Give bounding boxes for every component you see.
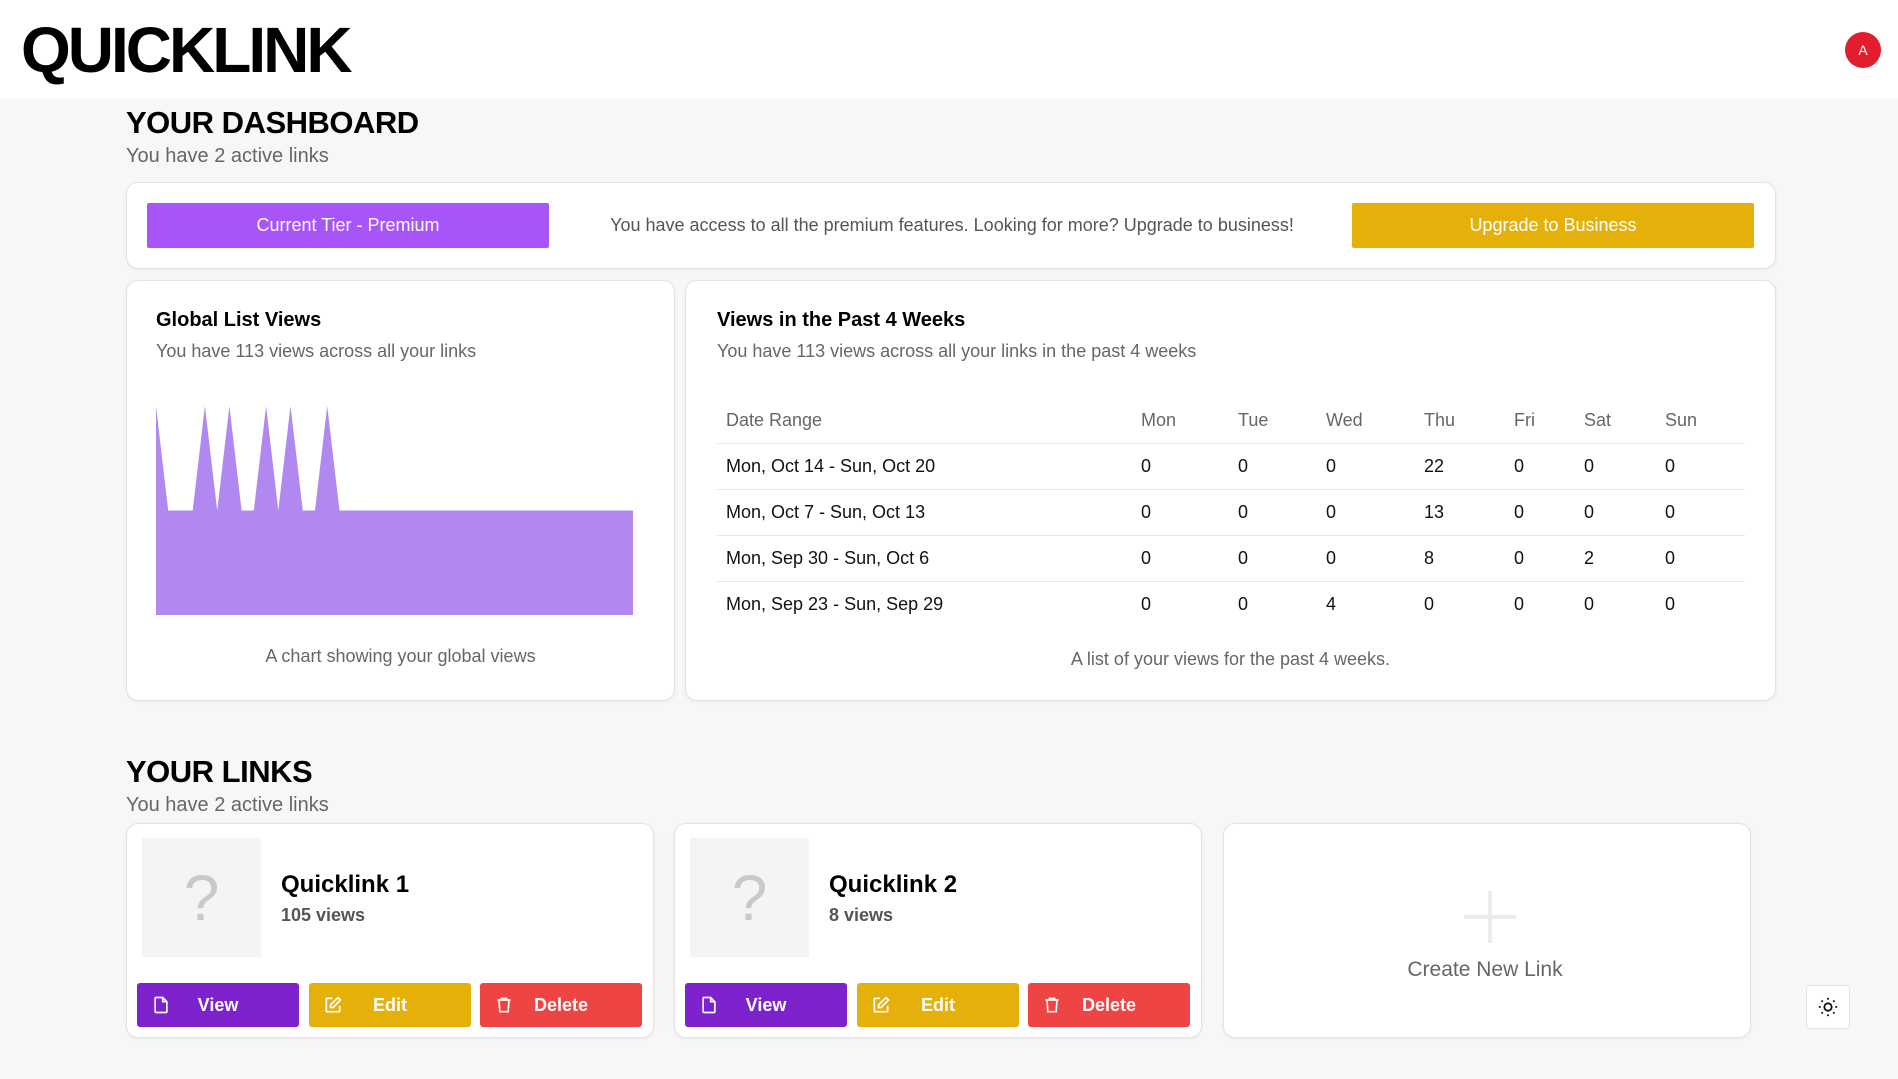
user-avatar[interactable]: A [1845, 32, 1881, 68]
edit-icon [325, 996, 342, 1013]
table-cell: 22 [1415, 443, 1505, 490]
table-cell: 0 [1505, 489, 1575, 536]
edit-label: Edit [921, 994, 955, 1015]
dashboard-subtitle: You have 2 active links [126, 145, 329, 167]
table-cell: 0 [1656, 535, 1745, 582]
file-icon [702, 996, 716, 1014]
table-cell: 13 [1415, 489, 1505, 536]
table-cell: 0 [1575, 489, 1656, 536]
link-name: Quicklink 1 [281, 871, 410, 898]
table-cell: 0 [1132, 489, 1229, 536]
global-views-caption: A chart showing your global views [265, 646, 536, 666]
table-cell: 0 [1317, 535, 1415, 582]
global-views-chart [156, 406, 633, 615]
global-views-title: Global List Views [156, 309, 322, 331]
edit-link-button[interactable]: Edit [857, 983, 1019, 1027]
trash-icon [1045, 997, 1059, 1013]
column-header: Sat [1575, 399, 1656, 444]
upgrade-business-button[interactable]: Upgrade to Business [1352, 203, 1754, 248]
table-cell: 0 [1141, 593, 1152, 614]
table-cell: 0 [1665, 593, 1676, 614]
theme-toggle-button[interactable] [1806, 985, 1850, 1029]
table-cell: 0 [1317, 443, 1415, 490]
links-subtitle: You have 2 active links [126, 794, 329, 816]
column-header: Mon [1132, 399, 1229, 444]
table-row: Mon, Sep 30 - Sun, Oct 6 0 0 0 8 0 2 0 [717, 535, 1745, 582]
table-cell: 4 [1326, 593, 1337, 614]
tier-message: You have access to all the premium featu… [610, 215, 1294, 235]
app-logo[interactable]: QUICKLINK [21, 14, 353, 86]
table-cell: Mon, Oct 14 - Sun, Oct 20 [717, 443, 1132, 490]
table-cell: Mon, Oct 7 - Sun, Oct 13 [717, 489, 1132, 536]
edit-link-button[interactable]: Edit [309, 983, 471, 1027]
table-cell: 0 [1229, 535, 1317, 582]
links-title: YOUR LINKS [126, 754, 313, 789]
table-cell: 0 [1132, 535, 1229, 582]
delete-link-button[interactable]: Delete [480, 983, 642, 1027]
views-area [156, 406, 633, 615]
table-cell: 0 [1229, 489, 1317, 536]
table-cell: 0 [1424, 593, 1435, 614]
column-header: Sun [1656, 399, 1745, 444]
create-new-link-label: Create New Link [1407, 958, 1563, 981]
weekly-views-title: Views in the Past 4 Weeks [717, 309, 966, 331]
table-header-row: Date Range Mon Tue Wed Thu Fri Sat Sun [717, 399, 1745, 444]
table-cell: 0 [1656, 443, 1745, 490]
view-link-button[interactable]: View [137, 983, 299, 1027]
column-header: Tue [1229, 399, 1317, 444]
column-header: Wed [1317, 399, 1415, 444]
edit-icon [873, 996, 890, 1013]
table-cell: 0 [1505, 535, 1575, 582]
current-tier-button[interactable]: Current Tier - Premium [147, 203, 549, 248]
link-views: 105 views [281, 905, 366, 925]
weekly-views-table: Date Range Mon Tue Wed Thu Fri Sat Sun M… [717, 399, 1745, 627]
table-cell: 0 [1656, 489, 1745, 536]
link-thumbnail: ? [690, 838, 809, 957]
column-header: Fri [1505, 399, 1575, 444]
column-header: Date Range [717, 399, 1132, 444]
edit-label: Edit [373, 994, 407, 1015]
table-cell: 0 [1505, 443, 1575, 490]
column-header: Thu [1415, 399, 1505, 444]
delete-label: Delete [1081, 994, 1137, 1015]
plus-icon [1464, 891, 1516, 943]
delete-link-button[interactable]: Delete [1028, 983, 1190, 1027]
trash-icon [497, 997, 511, 1013]
table-cell: 0 [1229, 443, 1317, 490]
view-label: View [197, 994, 239, 1015]
delete-label: Delete [533, 994, 589, 1015]
table-cell: 0 [1575, 443, 1656, 490]
table-row: Mon, Oct 7 - Sun, Oct 13 0 0 0 13 0 0 0 [717, 489, 1745, 536]
table-cell: 2 [1575, 535, 1656, 582]
table-cell: 0 [1584, 593, 1595, 614]
dashboard-title: YOUR DASHBOARD [126, 105, 419, 140]
view-label: View [745, 994, 787, 1015]
global-views-subtitle: You have 113 views across all your links [156, 341, 477, 361]
table-cell: 0 [1514, 593, 1525, 614]
table-cell: Mon, Sep 23 - Sun, Sep 29 [726, 593, 944, 614]
view-link-button[interactable]: View [685, 983, 847, 1027]
global-views-card [126, 280, 675, 701]
top-bar: QUICKLINK A [0, 0, 1898, 99]
weekly-views-caption: A list of your views for the past 4 week… [1070, 649, 1391, 669]
table-row: Mon, Oct 14 - Sun, Oct 20 0 0 0 22 0 0 0 [717, 443, 1745, 490]
table-cell: 8 [1415, 535, 1505, 582]
link-views: 8 views [829, 905, 894, 925]
table-cell: 0 [1238, 593, 1249, 614]
create-new-link-card[interactable] [1223, 823, 1751, 1038]
table-cell: Mon, Sep 30 - Sun, Oct 6 [717, 535, 1132, 582]
file-icon [154, 996, 168, 1014]
link-name: Quicklink 2 [829, 871, 958, 898]
link-thumbnail: ? [142, 838, 261, 957]
table-cell: 0 [1317, 489, 1415, 536]
sun-icon [1818, 997, 1838, 1017]
table-row: Mon, Sep 23 - Sun, Sep 29 0 0 4 0 0 0 0 [717, 581, 1745, 627]
weekly-views-subtitle: You have 113 views across all your links… [717, 341, 1197, 361]
table-cell: 0 [1132, 443, 1229, 490]
